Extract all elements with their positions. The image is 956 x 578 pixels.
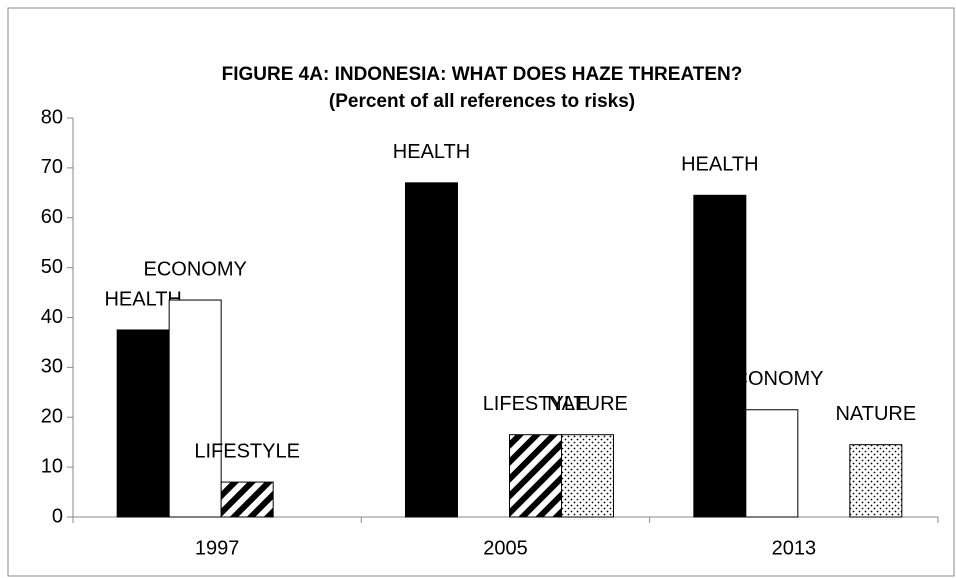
bar-label: LIFESTYLE — [483, 393, 589, 415]
bar — [405, 182, 458, 518]
bar-label: HEALTH — [393, 141, 470, 163]
y-tick-label: 30 — [41, 356, 63, 378]
bar — [168, 299, 222, 518]
bar-label: HEALTH — [681, 154, 758, 176]
bar — [693, 194, 747, 518]
y-tick-label: 60 — [41, 206, 63, 228]
bar-label: ECONOMY — [143, 258, 246, 280]
bar — [116, 329, 170, 518]
x-tick-label: 2005 — [483, 537, 528, 559]
bar — [849, 444, 903, 518]
bar — [745, 409, 799, 518]
y-tick-label: 20 — [41, 406, 63, 428]
y-tick-label: 40 — [41, 306, 63, 328]
x-tick-label: 1997 — [195, 537, 240, 559]
chart-subtitle: (Percent of all references to risks) — [329, 91, 635, 112]
bar-label: HEALTH — [104, 288, 181, 310]
bar — [509, 434, 562, 518]
bar-label: ECONOMY — [720, 368, 823, 390]
bar — [561, 434, 614, 518]
bar-label: NATURE — [835, 403, 916, 425]
chart-title: FIGURE 4A: INDONESIA: WHAT DOES HAZE THR… — [222, 64, 743, 85]
y-tick-label: 10 — [41, 455, 63, 477]
x-tick-label: 2013 — [772, 537, 817, 559]
y-tick-label: 70 — [41, 156, 63, 178]
bar-label: LIFESTYLE — [194, 440, 300, 462]
bar — [220, 481, 274, 518]
y-tick-label: 0 — [52, 505, 63, 527]
bar-label: NATURE — [547, 393, 628, 415]
y-tick-label: 80 — [41, 106, 63, 128]
y-tick-label: 50 — [41, 256, 63, 278]
